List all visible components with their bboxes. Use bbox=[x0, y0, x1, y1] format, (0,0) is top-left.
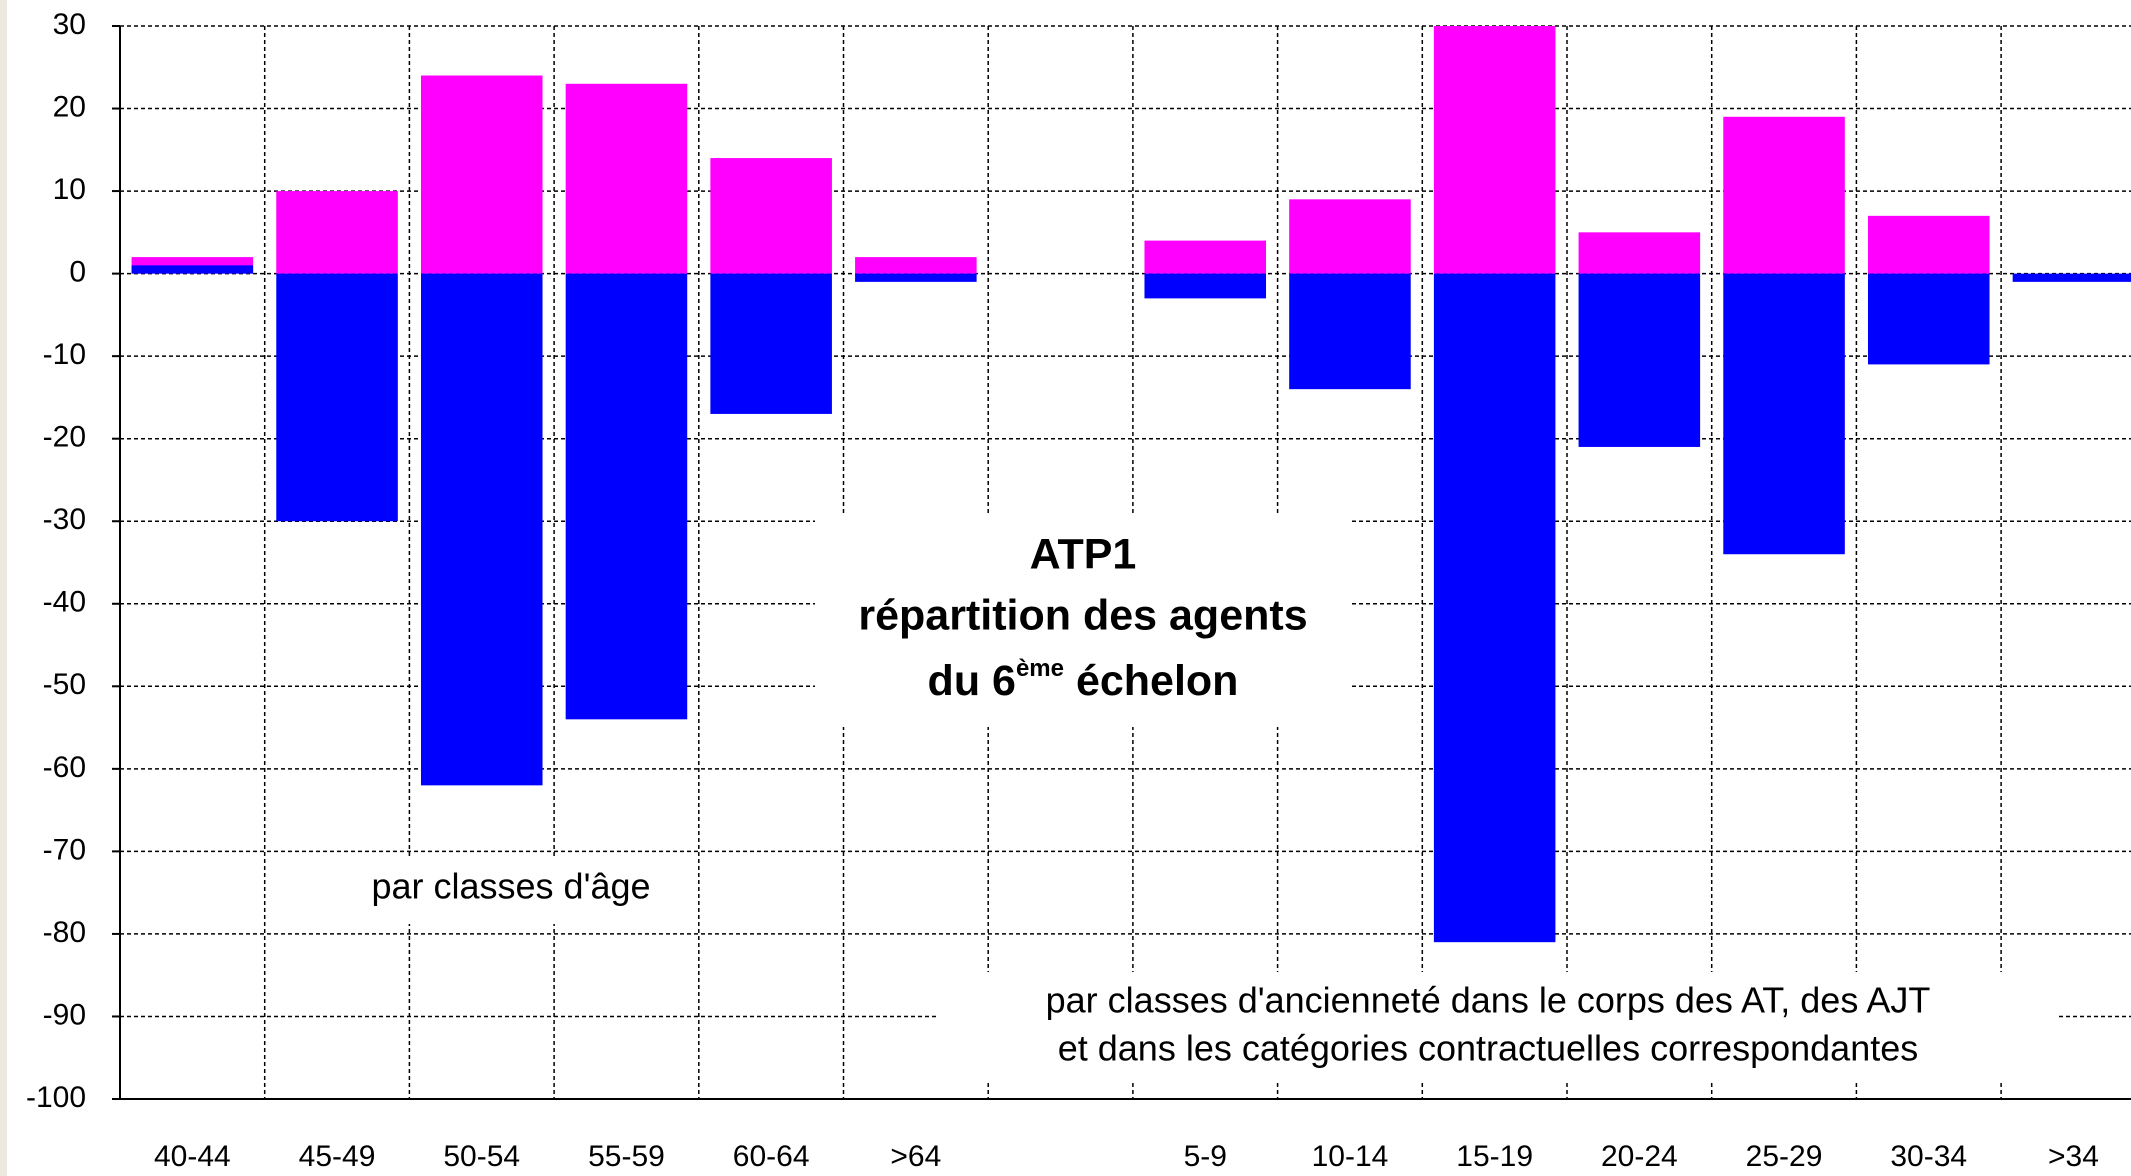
x-tick-label: 25-29 bbox=[1746, 1140, 1823, 1173]
title-superscript: ème bbox=[1016, 655, 1064, 682]
title: du 6ème échelon bbox=[928, 655, 1239, 705]
bar bbox=[565, 83, 688, 274]
bar bbox=[1433, 273, 1556, 943]
bar bbox=[131, 265, 254, 274]
title-part: du 6 bbox=[928, 657, 1016, 705]
bar bbox=[855, 257, 977, 274]
bar bbox=[276, 273, 398, 522]
bar bbox=[710, 158, 832, 274]
y-tick-label: 0 bbox=[69, 256, 86, 289]
y-tick-label: -70 bbox=[43, 833, 86, 866]
bar bbox=[420, 273, 543, 786]
y-tick-label: 10 bbox=[53, 173, 86, 206]
bar bbox=[710, 273, 832, 414]
x-tick-label: 5-9 bbox=[1184, 1140, 1227, 1173]
y-tick-label: -30 bbox=[43, 503, 86, 536]
annotation: et dans les catégories contractuelles co… bbox=[1058, 1028, 1919, 1069]
bar bbox=[1867, 215, 1990, 274]
y-tick-label: 20 bbox=[53, 90, 86, 123]
x-tick-label: 60-64 bbox=[733, 1140, 810, 1173]
bar bbox=[1433, 26, 1556, 274]
bar bbox=[565, 273, 688, 720]
y-tick-label: -10 bbox=[43, 338, 86, 371]
y-tick-label: -60 bbox=[43, 751, 86, 784]
x-tick-label: 50-54 bbox=[443, 1140, 520, 1173]
annotations: ATP1 répartition des agents du 6ème éche… bbox=[333, 514, 2059, 1080]
x-tick-label: 15-19 bbox=[1456, 1140, 1533, 1173]
x-tick-label: 10-14 bbox=[1312, 1140, 1389, 1173]
annotation-box bbox=[333, 856, 686, 924]
bar bbox=[1144, 240, 1267, 274]
title: ATP1 bbox=[1030, 530, 1137, 578]
bar bbox=[1578, 232, 1701, 274]
y-tick-label: -100 bbox=[26, 1081, 86, 1114]
bar bbox=[855, 273, 977, 282]
axes: -100-90-80-70-60-50-40-30-20-10010203040… bbox=[26, 8, 2131, 1173]
x-tick-label: >34 bbox=[2048, 1140, 2099, 1173]
annotation: par classes d'ancienneté dans le corps d… bbox=[1046, 980, 1931, 1021]
y-tick-label: -20 bbox=[43, 421, 86, 454]
title-part: échelon bbox=[1064, 657, 1238, 705]
border bbox=[0, 0, 7, 1176]
y-tick-label: 30 bbox=[53, 8, 86, 41]
y-tick-label: -80 bbox=[43, 916, 86, 949]
x-tick-label: 20-24 bbox=[1601, 1140, 1678, 1173]
bars bbox=[131, 26, 2131, 943]
x-tick-label: >64 bbox=[890, 1140, 941, 1173]
bar bbox=[420, 75, 543, 274]
bar bbox=[276, 191, 398, 274]
bar bbox=[1723, 273, 1845, 555]
annotation: par classes d'âge bbox=[371, 866, 650, 907]
bar bbox=[1867, 273, 1990, 365]
bar bbox=[1578, 273, 1701, 447]
x-tick-label: 40-44 bbox=[154, 1140, 231, 1173]
bar bbox=[1289, 199, 1411, 274]
annotation-box bbox=[938, 972, 2059, 1080]
y-tick-label: -50 bbox=[43, 668, 86, 701]
bar bbox=[1289, 273, 1411, 390]
annotation-box bbox=[815, 514, 1352, 727]
x-tick-label: 55-59 bbox=[588, 1140, 665, 1173]
x-tick-label: 30-34 bbox=[1890, 1140, 1967, 1173]
title: répartition des agents bbox=[858, 591, 1307, 639]
bar bbox=[2012, 273, 2131, 282]
x-tick-label: 45-49 bbox=[299, 1140, 376, 1173]
y-tick-label: -40 bbox=[43, 586, 86, 619]
bar bbox=[1144, 273, 1267, 299]
bar bbox=[1723, 116, 1845, 274]
y-tick-label: -90 bbox=[43, 998, 86, 1031]
